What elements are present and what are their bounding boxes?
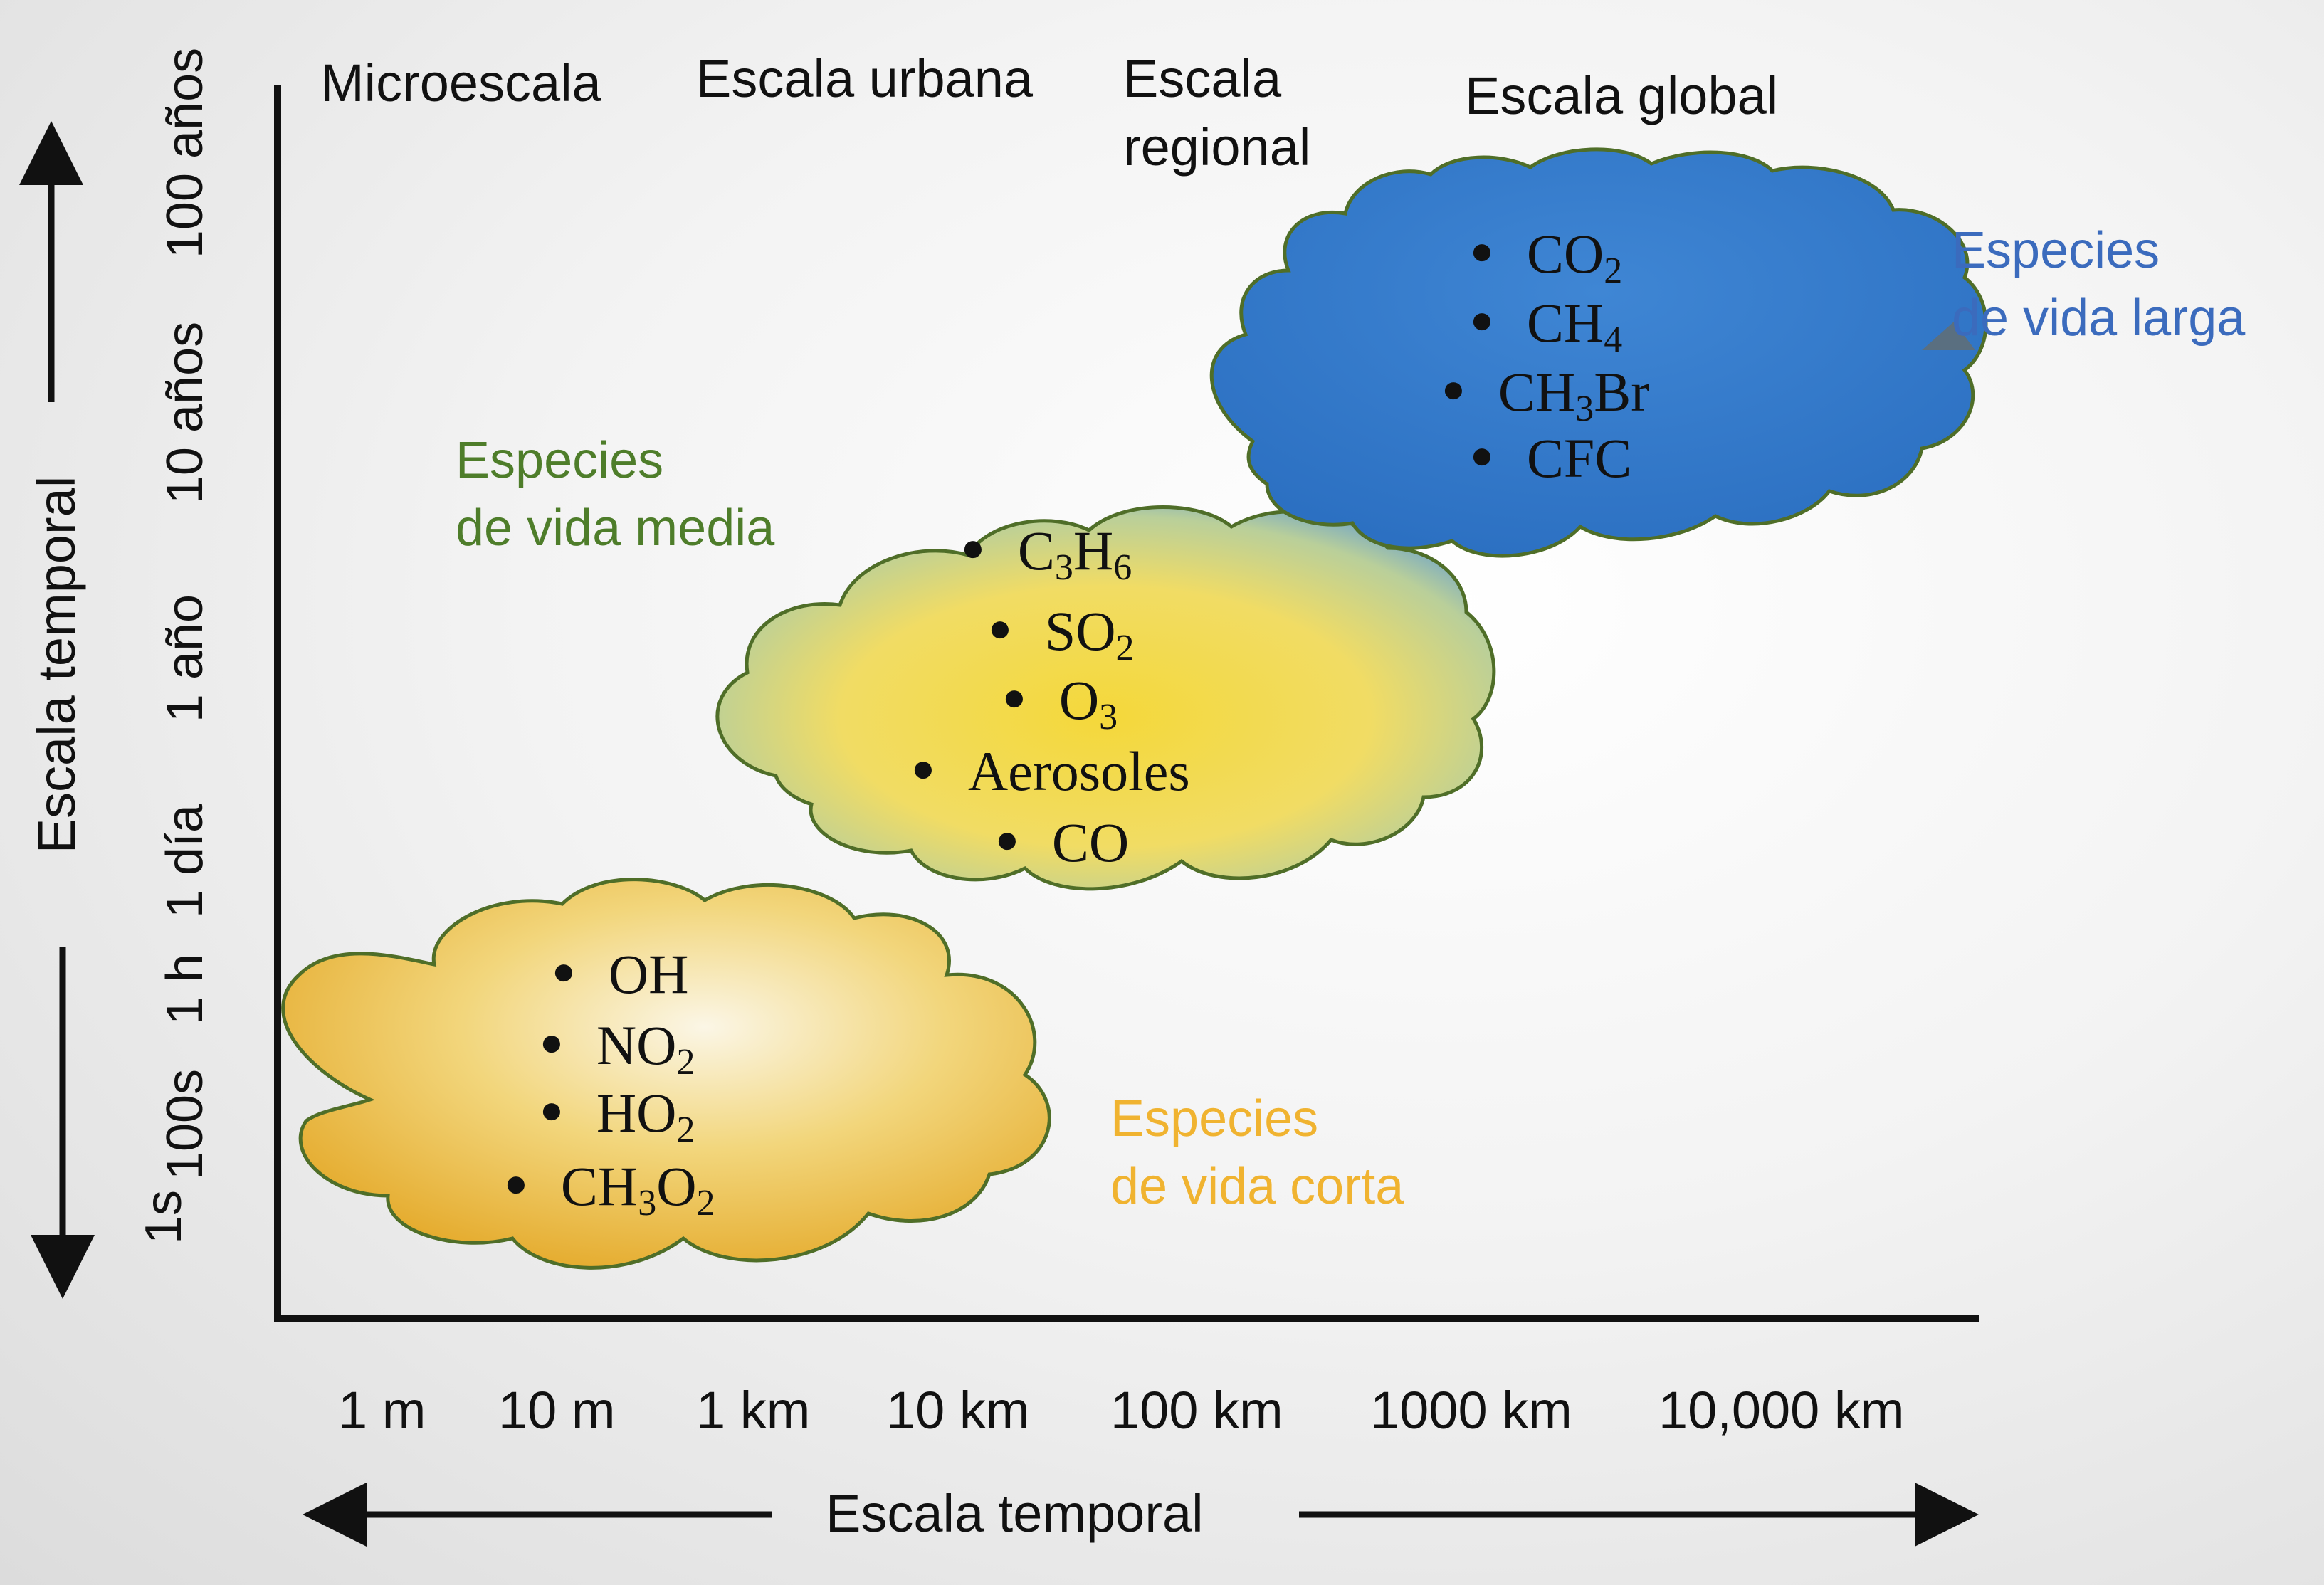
category-long-line2: de vida larga [1952, 290, 2246, 347]
species-item: ● SO2 [988, 600, 1135, 668]
decoration-mark-icon [1922, 322, 1975, 350]
bullet-icon: ● [540, 1021, 564, 1065]
species-item: ● CH4 [1470, 292, 1623, 360]
species-item: ● CH3O2 [504, 1155, 715, 1223]
cloud-medium-lived [715, 505, 1496, 891]
category-long-lived: Especies de vida larga [1952, 217, 2245, 352]
bullet-icon: ● [1002, 675, 1026, 720]
y-tick: 100s [157, 1068, 214, 1181]
category-medium-line1: Especies [456, 432, 664, 489]
bullet-icon: ● [1470, 229, 1494, 273]
scale-regional-line2: regional [1123, 117, 1311, 177]
bullet-icon: ● [1470, 298, 1494, 342]
species-item: ● Aerosoles [911, 740, 1190, 802]
scale-regional-line1: Escala [1123, 49, 1282, 108]
cloud-long-lived [1209, 147, 1988, 558]
bullet-icon: ● [988, 606, 1012, 651]
scale-urban: Escala urbana [696, 49, 1034, 108]
scale-micro: Microescala [320, 53, 601, 112]
bullet-icon: ● [1441, 367, 1466, 411]
species-item: ● OH [552, 943, 689, 1005]
category-long-line1: Especies [1952, 222, 2160, 279]
category-short-line2: de vida corta [1110, 1158, 1404, 1216]
x-axis-title: Escala temporal [826, 1484, 1204, 1543]
species-item: ● CH3Br [1441, 361, 1650, 429]
bullet-icon: ● [911, 747, 935, 791]
scale-global: Escala global [1465, 66, 1779, 125]
category-medium-line2: de vida media [456, 500, 775, 557]
species-item: ● CO [995, 811, 1130, 873]
x-tick: 100 km [1110, 1381, 1283, 1440]
bullet-icon: ● [540, 1088, 564, 1132]
species-item: ● C3H6 [961, 520, 1132, 588]
bullet-icon: ● [961, 526, 985, 570]
category-short-lived: Especies de vida corta [1110, 1085, 1404, 1221]
species-item: ● NO2 [540, 1014, 695, 1083]
species-item: ● CFC [1470, 427, 1632, 489]
species-item: ● CO2 [1470, 223, 1623, 291]
category-medium-lived: Especies de vida media [456, 427, 774, 562]
cloud-short-lived [281, 878, 1051, 1270]
y-tick: 100 años [157, 47, 214, 259]
category-short-line1: Especies [1110, 1090, 1319, 1147]
x-tick: 10,000 km [1658, 1381, 1905, 1440]
x-tick: 1000 km [1370, 1381, 1572, 1440]
species-item: ● HO2 [540, 1082, 695, 1150]
y-tick: 1 h [157, 953, 214, 1026]
x-tick: 1 km [696, 1381, 811, 1440]
bullet-icon: ● [504, 1162, 528, 1206]
x-tick: 1 m [338, 1381, 426, 1440]
y-tick: 1 año [157, 594, 214, 723]
species-item: ● O3 [1002, 669, 1118, 737]
x-tick: 10 km [886, 1381, 1030, 1440]
y-tick: 10 años [157, 321, 214, 505]
x-tick: 10 m [498, 1381, 616, 1440]
bullet-icon: ● [552, 949, 576, 994]
bullet-icon: ● [1470, 433, 1494, 478]
y-axis-title: Escala temporal [27, 475, 86, 854]
y-tick: 1 día [157, 804, 214, 919]
bullet-icon: ● [995, 818, 1019, 862]
